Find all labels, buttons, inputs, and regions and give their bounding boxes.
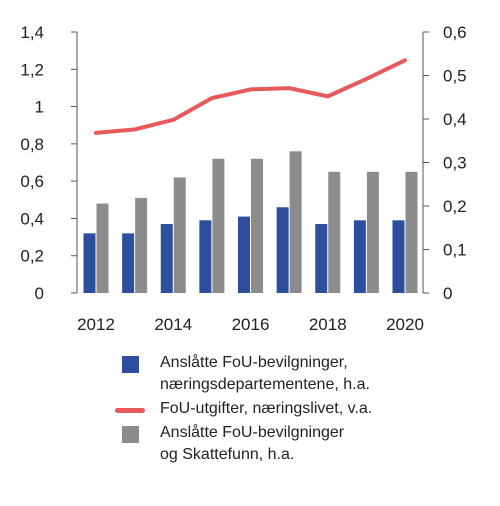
left-tick-label: 0 — [35, 284, 44, 303]
bar-fou-skattefunn — [366, 171, 379, 293]
right-tick-label: 0,1 — [443, 241, 467, 260]
right-tick-label: 0,3 — [443, 154, 467, 173]
bar-fou-naeringsdepartementene — [83, 233, 96, 293]
chart: 0 0,2 0,4 0,6 0,8 1 1,2 1,4 0 0,1 0,2 0,3 0,4 0,5 0,6… — [20, 23, 467, 334]
legend-item-fou-skattefunn: Anslåtte FoU-bevilgninger og Skattefunn,… — [115, 422, 485, 466]
bar-fou-skattefunn — [251, 158, 263, 293]
left-tick-label: 1,2 — [20, 60, 44, 79]
bar-fou-skattefunn — [289, 151, 302, 293]
x-axis-ticks: 2012 2014 2016 2018 2020 — [77, 315, 424, 334]
bar-fou-skattefunn — [96, 203, 109, 293]
bars — [83, 151, 418, 293]
bar-fou-naeringsdepartementene — [276, 207, 289, 293]
right-tick-label: 0,4 — [443, 110, 467, 129]
left-tick-label: 0,2 — [20, 247, 44, 266]
legend-label: Anslåtte FoU-bevilgninger, næringsdepart… — [160, 354, 370, 393]
x-tick-label: 2012 — [77, 315, 115, 334]
x-tick-label: 2014 — [154, 315, 192, 334]
bar-fou-naeringsdepartementene — [353, 220, 366, 293]
legend-item-fou-naeringsdepartementene: Anslåtte FoU-bevilgninger, næringsdepart… — [115, 352, 485, 396]
bar-fou-naeringsdepartementene — [199, 220, 212, 293]
right-tick-label: 0,5 — [443, 67, 467, 86]
bar-fou-skattefunn — [135, 197, 148, 293]
left-tick-label: 0,8 — [20, 135, 44, 154]
right-tick-label: 0,2 — [443, 197, 467, 216]
legend: Anslåtte FoU-bevilgninger, næringsdepart… — [115, 352, 485, 468]
bar-fou-skattefunn — [328, 171, 341, 293]
bar-fou-skattefunn — [173, 177, 186, 293]
left-tick-label: 0,4 — [20, 209, 44, 228]
line-series — [94, 58, 407, 135]
legend-label: FoU-utgifter, næringslivet, v.a. — [160, 400, 373, 417]
legend-label: Anslåtte FoU-bevilgninger og Skattefunn,… — [160, 424, 345, 463]
bar-fou-skattefunn — [405, 171, 418, 293]
bar-fou-skattefunn — [212, 158, 225, 293]
left-tick-label: 1 — [35, 98, 44, 117]
legend-item-fou-naeringslivet: FoU-utgifter, næringslivet, v.a. — [115, 398, 485, 420]
bar-fou-naeringsdepartementene — [238, 216, 250, 293]
bar-fou-naeringsdepartementene — [160, 224, 173, 293]
x-tick-label: 2016 — [232, 315, 270, 334]
bar-fou-naeringsdepartementene — [122, 233, 135, 293]
bar-fou-naeringsdepartementene — [315, 224, 328, 293]
x-tick-label: 2018 — [309, 315, 347, 334]
right-axis-ticks: 0 0,1 0,2 0,3 0,4 0,5 0,6 — [423, 23, 467, 303]
bar-fou-naeringsdepartementene — [392, 220, 405, 293]
legend-swatch-red-line — [115, 408, 145, 413]
right-tick-label: 0 — [443, 284, 452, 303]
left-tick-label: 1,4 — [20, 23, 44, 42]
right-tick-label: 0,6 — [443, 23, 467, 42]
line-fou-naeringslivet — [94, 58, 407, 135]
x-tick-label: 2020 — [386, 315, 424, 334]
legend-swatch-gray — [121, 426, 139, 443]
left-axis-ticks: 0 0,2 0,4 0,6 0,8 1 1,2 1,4 — [20, 23, 77, 303]
left-tick-label: 0,6 — [20, 172, 44, 191]
legend-swatch-blue — [121, 356, 139, 373]
